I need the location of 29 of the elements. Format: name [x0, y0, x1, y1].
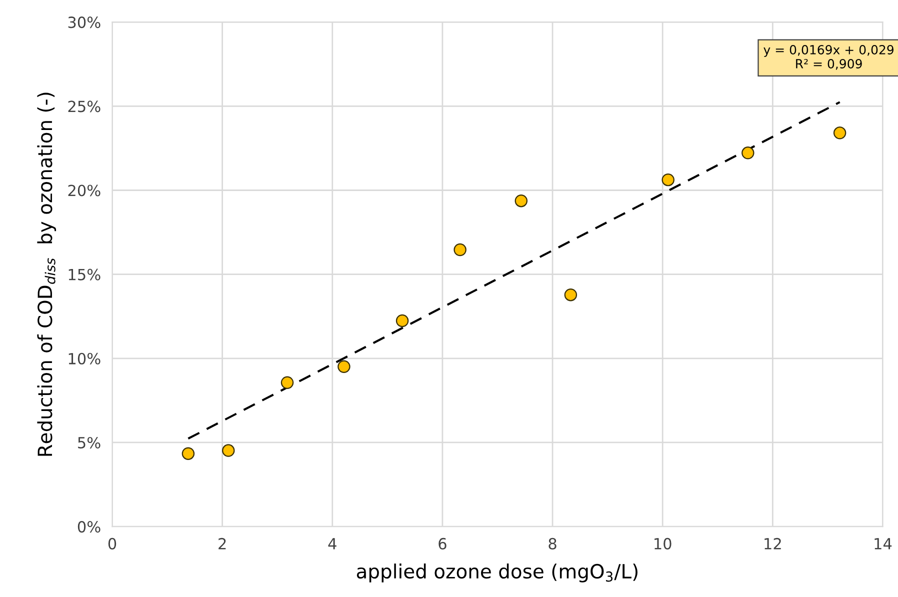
y-tick-label: 20%: [68, 184, 100, 196]
point: [564, 288, 578, 302]
point: [514, 194, 528, 208]
x-tick-label: 0: [108, 538, 116, 550]
point: [454, 243, 466, 256]
x-tick-label: 14: [874, 538, 892, 550]
point: [222, 444, 235, 457]
x-tick-label: 4: [328, 538, 336, 550]
y-tick-label: 30%: [68, 16, 100, 28]
y-tick-label: 15%: [68, 268, 100, 280]
y-tick-label: 25%: [68, 100, 100, 112]
point: [662, 173, 674, 186]
x-tick-label: 2: [218, 538, 226, 550]
y-tick-label: 0%: [78, 521, 100, 533]
point: [280, 376, 294, 389]
x-axis-title: applied ozone dose (mgO$_{3}$/L): [356, 564, 638, 582]
y-tick-label: 10%: [68, 352, 100, 364]
point: [396, 314, 409, 328]
x-tick-label: 12: [764, 538, 781, 550]
point: [338, 360, 350, 374]
point: [833, 126, 846, 140]
y-tick-label: 5%: [78, 436, 100, 448]
x-tick-label: 8: [548, 538, 556, 550]
point: [742, 146, 754, 160]
y-axis-title: Reduction of COD$_{diss}$ by ozonation (-): [37, 92, 56, 456]
x-tick-label: 10: [654, 538, 672, 550]
point: [182, 447, 195, 460]
annotation: y = 0,0169x + 0,029 R² = 0,909: [764, 45, 894, 70]
x-tick-label: 6: [438, 538, 446, 550]
